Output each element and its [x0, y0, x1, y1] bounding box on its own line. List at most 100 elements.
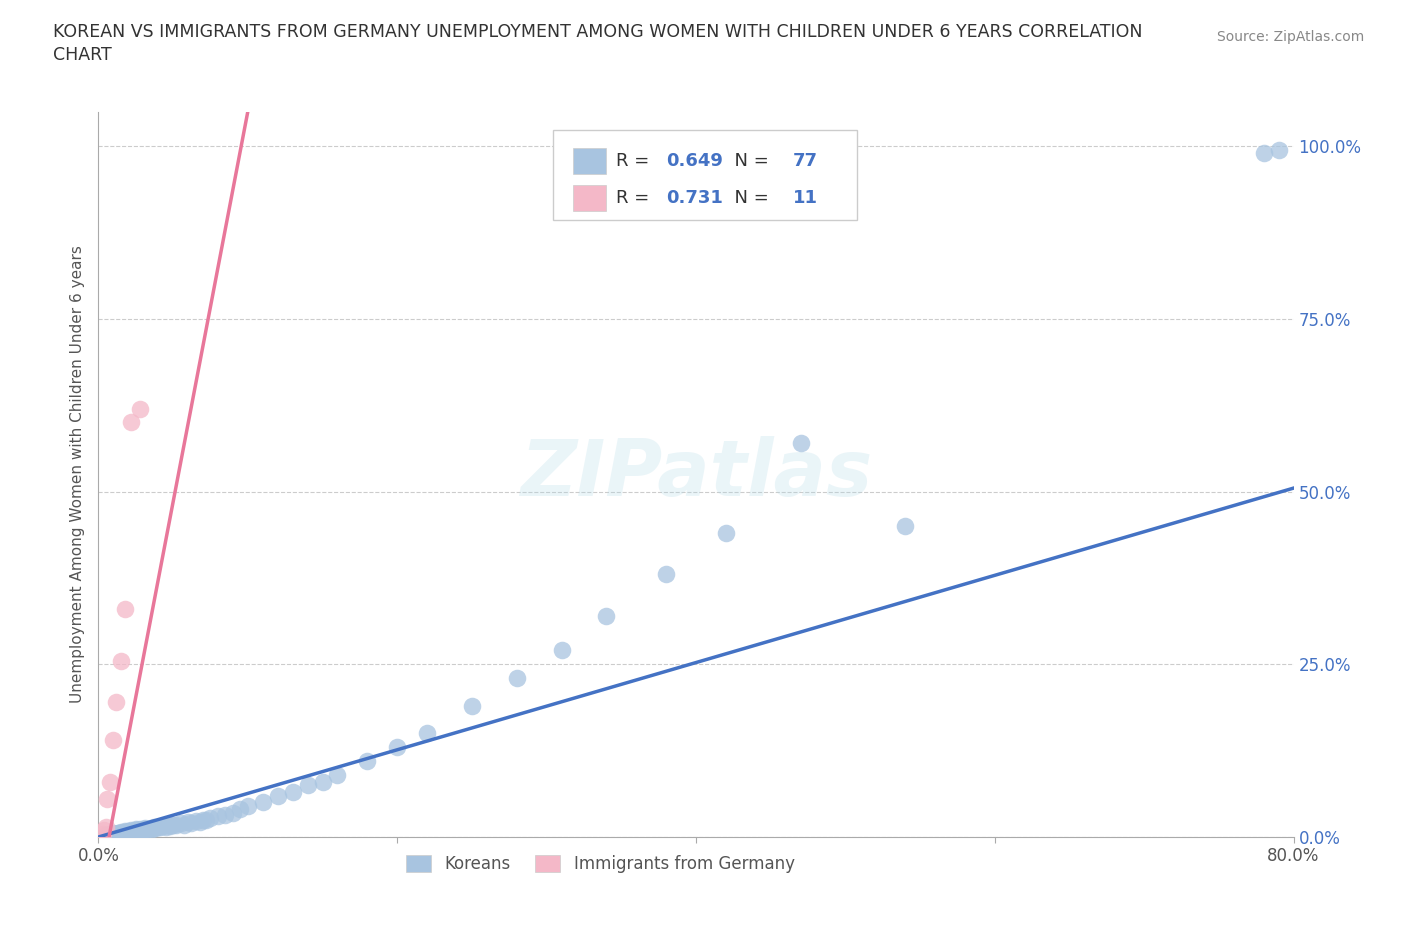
Point	[121, 824, 143, 839]
Point	[169, 816, 191, 830]
Point	[135, 822, 157, 837]
Text: KOREAN VS IMMIGRANTS FROM GERMANY UNEMPLOYMENT AMONG WOMEN WITH CHILDREN UNDER 6: KOREAN VS IMMIGRANTS FROM GERMANY UNEMPL…	[53, 23, 1143, 41]
Point	[180, 816, 202, 830]
Point	[98, 826, 122, 841]
Point	[789, 436, 811, 451]
Point	[297, 777, 319, 792]
Point	[506, 671, 529, 685]
Point	[117, 826, 139, 841]
Point	[94, 819, 117, 834]
Point	[103, 826, 125, 841]
Point	[111, 826, 134, 841]
Point	[105, 826, 128, 841]
Point	[125, 822, 148, 837]
Text: Source: ZipAtlas.com: Source: ZipAtlas.com	[1216, 30, 1364, 44]
Point	[117, 824, 139, 839]
Point	[110, 826, 132, 841]
Point	[132, 821, 155, 836]
Point	[416, 726, 439, 741]
Point	[136, 821, 159, 836]
Point	[128, 823, 150, 838]
Point	[103, 733, 125, 748]
FancyBboxPatch shape	[572, 148, 606, 174]
Point	[127, 823, 149, 838]
Legend: Koreans, Immigrants from Germany: Koreans, Immigrants from Germany	[399, 848, 801, 880]
Point	[125, 823, 148, 838]
Point	[142, 820, 165, 835]
Point	[461, 698, 484, 713]
Point	[105, 695, 128, 710]
Point	[159, 818, 181, 833]
Point	[162, 817, 184, 832]
Point	[91, 826, 114, 841]
Point	[110, 825, 132, 840]
Point	[214, 807, 236, 822]
Point	[134, 820, 156, 835]
Point	[236, 799, 259, 814]
FancyBboxPatch shape	[553, 130, 858, 220]
Point	[267, 788, 290, 803]
Point	[143, 820, 166, 835]
Point	[356, 753, 378, 768]
Point	[252, 795, 274, 810]
Point	[311, 775, 333, 790]
Point	[148, 819, 170, 834]
Point	[157, 817, 180, 832]
Text: R =: R =	[616, 190, 661, 207]
Point	[188, 815, 211, 830]
Text: 0.649: 0.649	[666, 152, 723, 170]
Point	[129, 401, 152, 416]
Text: 11: 11	[793, 190, 818, 207]
Point	[124, 823, 146, 838]
Point	[191, 812, 214, 827]
Point	[120, 824, 142, 839]
Point	[149, 820, 172, 835]
Point	[103, 826, 125, 841]
Point	[98, 775, 122, 790]
Point	[94, 828, 117, 843]
Point	[326, 767, 349, 782]
Point	[132, 823, 155, 838]
Point	[139, 820, 162, 835]
Point	[114, 824, 136, 839]
Point	[120, 823, 142, 838]
Point	[173, 817, 195, 832]
Point	[281, 785, 304, 800]
Point	[114, 826, 136, 841]
Text: N =: N =	[724, 190, 780, 207]
Point	[1253, 146, 1275, 161]
Point	[152, 818, 174, 833]
Point	[1267, 142, 1289, 157]
Point	[165, 817, 187, 832]
Point	[118, 825, 141, 840]
Y-axis label: Unemployment Among Women with Children Under 6 years: Unemployment Among Women with Children U…	[69, 246, 84, 703]
Point	[110, 654, 132, 669]
Point	[129, 822, 152, 837]
Point	[131, 823, 153, 838]
Point	[107, 826, 129, 841]
Point	[222, 805, 245, 820]
Point	[120, 415, 142, 430]
Point	[112, 825, 135, 840]
Point	[195, 813, 218, 828]
FancyBboxPatch shape	[572, 185, 606, 211]
Point	[96, 791, 118, 806]
Point	[115, 825, 138, 840]
Point	[655, 567, 678, 582]
Text: 77: 77	[793, 152, 818, 170]
Point	[595, 608, 617, 623]
Point	[114, 602, 136, 617]
Point	[184, 814, 207, 829]
Point	[93, 823, 115, 838]
Point	[108, 826, 131, 841]
Text: ZIPatlas: ZIPatlas	[520, 436, 872, 512]
Point	[155, 819, 177, 834]
Text: CHART: CHART	[53, 46, 112, 64]
Point	[894, 519, 917, 534]
Point	[550, 643, 572, 658]
Point	[141, 821, 163, 836]
Text: R =: R =	[616, 152, 655, 170]
Point	[177, 815, 200, 830]
Point	[714, 525, 737, 540]
Point	[385, 739, 409, 754]
